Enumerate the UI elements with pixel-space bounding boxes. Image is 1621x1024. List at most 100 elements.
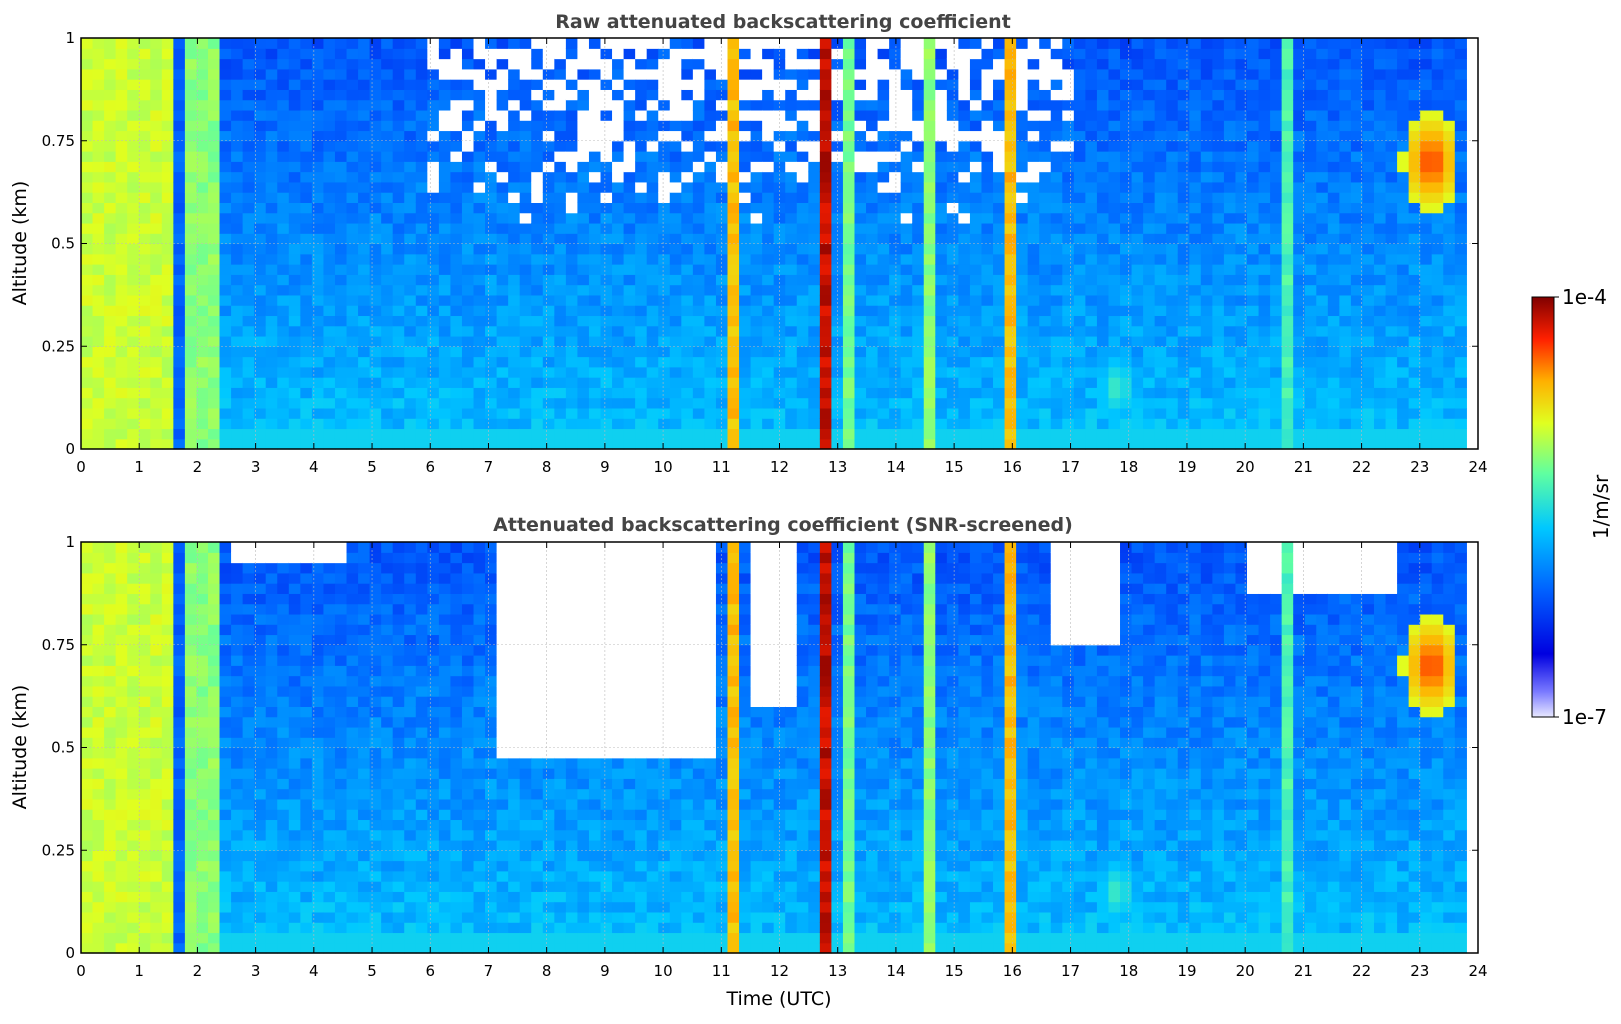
heatmap-cell (1443, 89, 1455, 100)
heatmap-cell (1282, 48, 1294, 59)
heatmap-cell (854, 161, 866, 172)
heatmap-cell (1108, 110, 1120, 121)
heatmap-cell (116, 346, 128, 357)
heatmap-cell (739, 439, 751, 450)
heatmap-cell (347, 336, 359, 347)
heatmap-cell (220, 357, 232, 368)
heatmap-cell (1143, 233, 1155, 244)
heatmap-cell (716, 377, 728, 388)
heatmap-cell (231, 326, 243, 337)
heatmap-cell (1051, 428, 1063, 439)
heatmap-cell (358, 233, 370, 244)
heatmap-cell (1074, 38, 1086, 49)
heatmap-cell (981, 100, 993, 111)
heatmap-cell (751, 192, 763, 203)
heatmap-cell (820, 305, 832, 316)
heatmap-cell (1120, 100, 1132, 111)
heatmap-cell (416, 38, 428, 49)
heatmap-cell (150, 202, 162, 213)
heatmap-cell (427, 38, 439, 49)
heatmap-cell (93, 59, 105, 70)
heatmap-cell (1420, 202, 1432, 213)
heatmap-cell (289, 110, 301, 121)
heatmap-cell (277, 202, 289, 213)
heatmap-cell (462, 38, 474, 49)
heatmap-cell (1235, 202, 1247, 213)
heatmap-cell (624, 59, 636, 70)
heatmap-cell (1178, 89, 1190, 100)
heatmap-cell (462, 48, 474, 59)
heatmap-cell (958, 346, 970, 357)
heatmap-cell (531, 439, 543, 450)
heatmap-cell (866, 398, 878, 409)
heatmap-cell (947, 151, 959, 162)
heatmap-cell (531, 192, 543, 203)
heatmap-cell (1270, 182, 1282, 193)
heatmap-cell (751, 38, 763, 49)
heatmap-cell (854, 336, 866, 347)
heatmap-cell (358, 315, 370, 326)
heatmap-cell (1247, 336, 1259, 347)
heatmap-cell (635, 398, 647, 409)
heatmap-cell (485, 89, 497, 100)
heatmap-cell (1039, 223, 1051, 234)
heatmap-cell (1305, 346, 1317, 357)
heatmap-cell (127, 38, 139, 49)
heatmap-cell (1316, 274, 1328, 285)
heatmap-cell (1201, 428, 1213, 439)
heatmap-cell (970, 285, 982, 296)
heatmap-cell (93, 336, 105, 347)
heatmap-cell (1362, 346, 1374, 357)
x-tick-label: 12 (770, 458, 789, 476)
heatmap-cell (1328, 100, 1340, 111)
heatmap-cell (993, 89, 1005, 100)
heatmap-cell (220, 408, 232, 419)
heatmap-cell (1120, 377, 1132, 388)
heatmap-cell (1143, 387, 1155, 398)
heatmap-cell (993, 192, 1005, 203)
heatmap-cell (416, 346, 428, 357)
heatmap-cell (1455, 439, 1467, 450)
heatmap-cell (624, 38, 636, 49)
heatmap-cell (93, 737, 105, 748)
heatmap-cell (485, 439, 497, 450)
heatmap-cell (1120, 439, 1132, 450)
heatmap-cell (774, 120, 786, 131)
heatmap-cell (439, 285, 451, 296)
heatmap-cell (1443, 285, 1455, 296)
heatmap-cell (323, 315, 335, 326)
heatmap-cell (531, 120, 543, 131)
heatmap-cell (808, 305, 820, 316)
heatmap-cell (1282, 254, 1294, 265)
heatmap-cell (785, 295, 797, 306)
heatmap-cell (554, 100, 566, 111)
heatmap-cell (1247, 254, 1259, 265)
heatmap-cell (889, 408, 901, 419)
heatmap-cell (254, 172, 266, 183)
heatmap-cell (935, 357, 947, 368)
heatmap-cell (554, 315, 566, 326)
heatmap-cell (416, 151, 428, 162)
heatmap-cell (1224, 305, 1236, 316)
heatmap-cell (531, 89, 543, 100)
heatmap-cell (1051, 233, 1063, 244)
heatmap-cell (289, 130, 301, 141)
heatmap-cell (393, 110, 405, 121)
heatmap-cell (981, 295, 993, 306)
heatmap-cell (1166, 418, 1178, 429)
heatmap-cell (843, 223, 855, 234)
heatmap-cell (323, 274, 335, 285)
heatmap-cell (797, 151, 809, 162)
heatmap-cell (427, 408, 439, 419)
heatmap-cell (577, 182, 589, 193)
heatmap-cell (220, 202, 232, 213)
heatmap-cell (1420, 48, 1432, 59)
heatmap-cell (820, 357, 832, 368)
heatmap-cell (508, 357, 520, 368)
heatmap-cell (1316, 305, 1328, 316)
heatmap-cell (323, 192, 335, 203)
heatmap-cell (497, 285, 509, 296)
heatmap-cell (439, 408, 451, 419)
heatmap-cell (173, 120, 185, 131)
heatmap-cell (323, 161, 335, 172)
